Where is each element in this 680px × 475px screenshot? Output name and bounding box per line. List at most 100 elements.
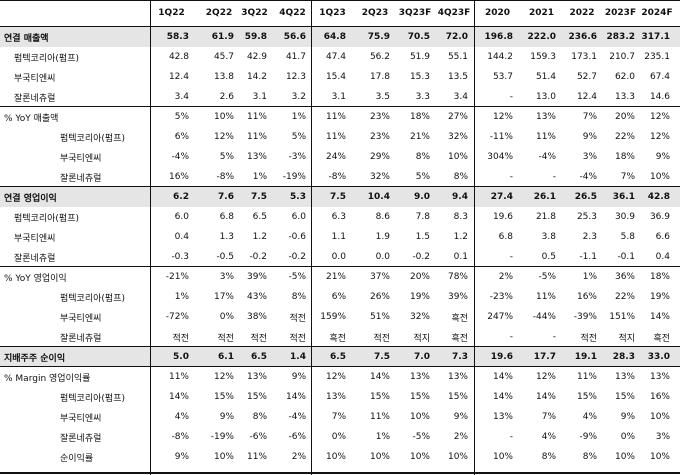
table-cell: -4% (171, 152, 189, 162)
table-cell: 52.7 (576, 72, 597, 82)
row-label: 펌텍코리아(펌프) (14, 53, 79, 64)
table-cell: 13% (246, 152, 267, 162)
table-cell: 11% (246, 452, 267, 462)
row-label: 순이익률 (60, 453, 94, 464)
table-cell: -21% (165, 272, 189, 282)
table-cell: 14% (492, 372, 513, 382)
table-cell: 42.9 (246, 52, 267, 62)
table-cell: 10% (649, 452, 670, 462)
table-cell: 0.0 (331, 252, 346, 262)
table-cell: 흑전 (451, 313, 468, 324)
table-cell: 13.8 (213, 72, 234, 82)
table-cell: 1.2 (252, 232, 267, 242)
table-cell: 5.3 (290, 192, 306, 202)
table-cell: 11% (325, 132, 346, 142)
table-cell: 적전 (373, 333, 390, 344)
table-cell: -5% (412, 432, 430, 442)
column-header: 1Q23 (319, 8, 346, 18)
table-cell: 12% (213, 132, 234, 142)
table-cell: 144.2 (487, 52, 513, 62)
table-cell: 15% (409, 392, 430, 402)
row-label: 잘론네츄럴 (14, 253, 56, 264)
table-cell: 19% (409, 292, 430, 302)
table-cell: 10.4 (367, 192, 390, 202)
table-cell: 12% (649, 132, 670, 142)
table-row: 부국티엔씨 12.4 13.8 14.2 12.3 15.4 17.8 15.3 13.5 53.… (0, 67, 680, 87)
table-cell: 적전 (217, 333, 234, 344)
table-cell: 7.8 (415, 212, 430, 222)
table-cell: 7.5 (251, 192, 267, 202)
table-cell: 적전 (289, 313, 306, 324)
table-cell: 16% (168, 172, 189, 182)
table-cell: - (509, 172, 513, 182)
table-cell: 18% (649, 272, 670, 282)
table-cell: 8% (291, 292, 306, 302)
table-cell: 10% (213, 112, 234, 122)
table-cell: 12% (492, 112, 513, 122)
table-cell: 17.8 (369, 72, 390, 82)
table-cell: 15% (614, 392, 635, 402)
table-cell: 1% (252, 172, 267, 182)
table-cell: 7.3 (452, 352, 468, 362)
table-cell: 15.3 (409, 72, 430, 82)
table-cell: 적전 (172, 333, 189, 344)
table-cell: 8% (415, 152, 430, 162)
table-cell: 23% (369, 132, 390, 142)
table-cell: 27.4 (490, 192, 513, 202)
table-cell: 10% (409, 452, 430, 462)
table-cell: 10% (447, 452, 468, 462)
table-cell: 196.8 (484, 32, 513, 42)
table-cell: 17.7 (533, 352, 556, 362)
table-cell: 47.4 (325, 52, 346, 62)
table-cell: 2.3 (582, 232, 597, 242)
table-cell: 적전 (580, 333, 597, 344)
table-row: 순이익률 9% 10% 11% 2% 10% 10% 10% 10% 10% 8% 8% 10% 10% (0, 447, 680, 467)
table-cell: 6.8 (219, 212, 234, 222)
table-cell: -4% (288, 412, 306, 422)
table-cell: 12% (649, 112, 670, 122)
table-cell: 55.1 (447, 52, 468, 62)
table-cell: 22% (614, 132, 635, 142)
table-row: 잘론네츄럴 적전 적전 적전 적전 흑전 적전 적지 흑전 - - 적전 적지 흑전 (0, 327, 680, 347)
table-cell: 4% (541, 432, 556, 442)
column-header: 3Q23F (398, 8, 432, 18)
table-cell: 42.8 (647, 192, 670, 202)
row-separator (0, 106, 680, 107)
table-cell: 159% (320, 312, 346, 322)
column-header: 2022 (569, 8, 595, 18)
table-cell: 6.1 (218, 352, 234, 362)
table-cell: 20% (614, 112, 635, 122)
table-cell: 13% (535, 112, 556, 122)
table-cell: 23% (369, 112, 390, 122)
table-cell: 0.1 (453, 252, 468, 262)
row-separator (0, 266, 680, 267)
table-cell: 38% (246, 312, 267, 322)
table-cell: 13% (492, 412, 513, 422)
table-cell: 151% (609, 312, 635, 322)
table-cell: 25.3 (576, 212, 597, 222)
row-label: % YoY 매출액 (4, 113, 59, 124)
table-cell: 64.8 (323, 32, 346, 42)
column-header: 4Q23F (437, 8, 471, 18)
table-cell: 9% (582, 132, 597, 142)
table-cell: 32% (447, 132, 468, 142)
table-cell: 42.8 (168, 52, 189, 62)
table-cell: 36.1 (612, 192, 635, 202)
table-cell: 9% (291, 372, 306, 382)
table-cell: 14% (285, 392, 306, 402)
table-cell: 10% (649, 172, 670, 182)
table-cell: -0.1 (617, 252, 635, 262)
table-cell: 5% (219, 152, 234, 162)
row-label: 부국티엔씨 (14, 73, 56, 84)
table-cell: 5.0 (173, 352, 189, 362)
table-cell: 18% (409, 112, 430, 122)
table-cell: 흑전 (451, 333, 468, 344)
table-cell: 13.3 (614, 92, 635, 102)
table-cell: 6.0 (291, 212, 306, 222)
table-cell: 14% (168, 392, 189, 402)
table-cell: 33.0 (647, 352, 670, 362)
table-cell: 6.5 (330, 352, 346, 362)
table-cell: 32% (369, 172, 390, 182)
table-cell: -23% (489, 292, 513, 302)
row-separator (0, 346, 680, 347)
